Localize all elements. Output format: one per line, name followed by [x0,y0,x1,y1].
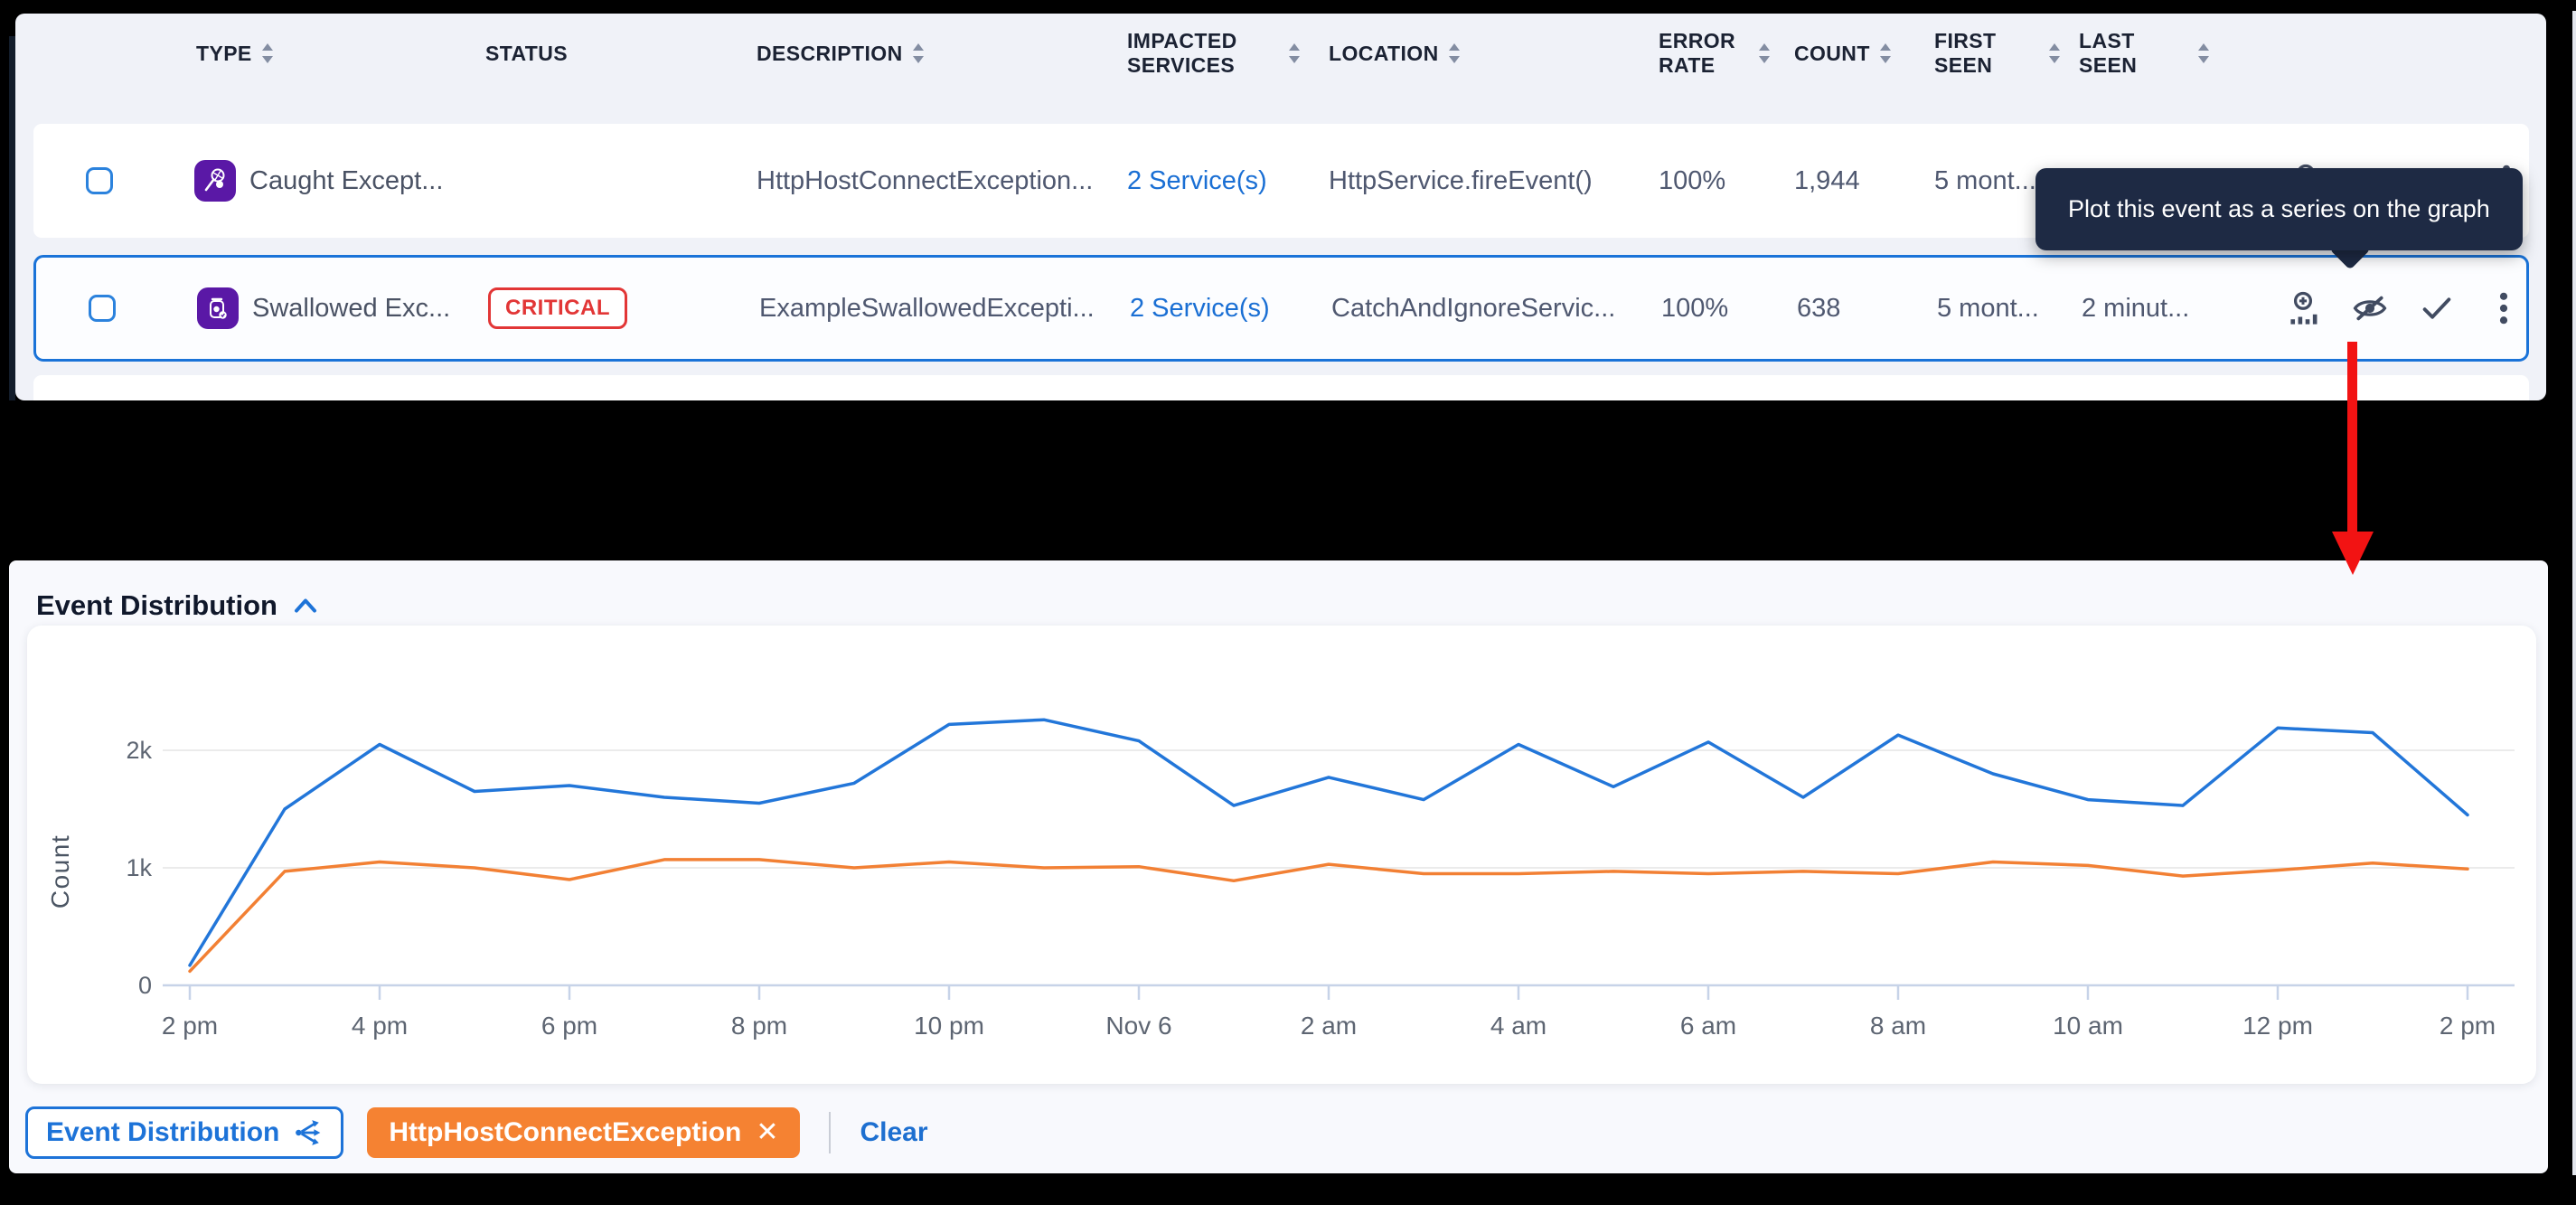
count-cell: 1,944 [1794,165,1860,195]
row-actions [2213,291,2526,325]
fan-out-series-icon [294,1118,323,1147]
column-label: DESCRIPTION [757,41,903,65]
event-distribution-section: Event Distribution 0 1k 2k 2 pm 4 pm 6 pm 8 pm… [9,560,2548,1173]
sort-icon[interactable] [1879,42,1892,64]
svg-text:Nov 6: Nov 6 [1105,1012,1171,1040]
plot-on-graph-icon[interactable] [2286,291,2320,325]
status-cell: CRITICAL [470,287,741,329]
column-header-status[interactable]: STATUS [467,42,738,66]
first-seen-cell: 5 mont... [1934,165,2036,195]
base-series-label: Event Distribution [46,1117,280,1147]
column-label: ERROR RATE [1659,29,1736,77]
svg-text:6 am: 6 am [1680,1012,1736,1040]
column-label: FIRST SEEN [1934,29,1997,77]
svg-text:8 am: 8 am [1870,1012,1926,1040]
type-cell: Caught Except... [178,160,467,202]
svg-text:1k: 1k [126,854,152,881]
svg-text:4 pm: 4 pm [352,1012,408,1040]
row-select-cell [70,167,178,194]
table-row-partial[interactable] [33,375,2529,400]
critical-badge: CRITICAL [488,287,627,329]
impacted-services-link[interactable]: 2 Service(s) [1130,293,1270,323]
chart-legend-row: Event Distribution HttpHostConnectExcept… [25,1106,928,1159]
type-label: Swallowed Exc... [252,293,451,323]
base-series-chip[interactable]: Event Distribution [25,1106,344,1159]
column-label: TYPE [196,41,252,65]
description-cell: HttpHostConnectException... [757,165,1094,195]
row-checkbox[interactable] [86,167,113,194]
hide-eye-off-icon[interactable] [2353,291,2387,325]
last-seen-cell: 2 minut... [2082,293,2190,323]
column-label: COUNT [1794,41,1870,65]
sort-icon[interactable] [1288,42,1301,64]
column-header-first-seen[interactable]: FIRST SEEN [1916,29,2061,78]
column-label: LAST SEEN [2079,29,2138,77]
right-edge-strip [2572,11,2576,1175]
svg-text:8 pm: 8 pm [731,1012,787,1040]
svg-text:10 pm: 10 pm [914,1012,984,1040]
svg-text:Count: Count [46,834,74,908]
column-header-count[interactable]: COUNT [1776,42,1916,66]
svg-text:10 am: 10 am [2053,1012,2123,1040]
column-label: STATUS [485,41,568,65]
svg-text:2k: 2k [126,737,152,764]
left-edge-strip [9,36,15,400]
type-label: Caught Except... [249,165,444,195]
svg-text:2 am: 2 am [1301,1012,1357,1040]
location-cell: HttpService.fireEvent() [1329,165,1593,195]
column-header-error-rate[interactable]: ERROR RATE [1641,29,1776,78]
sort-icon[interactable] [2048,42,2061,64]
svg-text:4 am: 4 am [1490,1012,1547,1040]
swallowed-exception-icon [197,287,239,329]
count-cell: 638 [1797,293,1841,323]
more-kebab-icon[interactable] [2487,291,2521,325]
sort-icon[interactable] [1758,42,1771,64]
annotation-arrow-head [2332,532,2374,575]
chevron-up-icon[interactable] [294,597,317,615]
svg-text:6 pm: 6 pm [541,1012,597,1040]
table-header-row: TYPE STATUS DESCRIPTION IMPACTED SERVICE… [15,14,2546,124]
column-header-type[interactable]: TYPE [178,42,467,66]
series-chip-label: HttpHostConnectException [389,1117,742,1147]
first-seen-cell: 5 mont... [1937,293,2039,323]
description-cell: ExampleSwallowedExcepti... [759,293,1095,323]
table-row-selected[interactable]: Swallowed Exc... CRITICAL ExampleSwallow… [33,255,2529,362]
event-distribution-chart: 0 1k 2k 2 pm 4 pm 6 pm 8 pm 10 pm Nov 6 2 am 4 am 6… [46,718,2515,1040]
svg-text:0: 0 [138,972,152,999]
sort-icon[interactable] [912,42,925,64]
resolve-check-icon[interactable] [2420,291,2454,325]
column-label: LOCATION [1329,41,1439,65]
column-header-last-seen[interactable]: LAST SEEN [2061,29,2210,78]
divider [829,1112,832,1153]
column-header-location[interactable]: LOCATION [1306,42,1641,66]
row-checkbox[interactable] [89,295,116,322]
sort-icon[interactable] [1448,42,1461,64]
svg-text:2 pm: 2 pm [2440,1012,2496,1040]
clear-series-button[interactable]: Clear [860,1117,928,1147]
error-rate-cell: 100% [1661,293,1729,323]
svg-text:12 pm: 12 pm [2242,1012,2313,1040]
sort-icon[interactable] [261,42,274,64]
column-header-description[interactable]: DESCRIPTION [738,42,1118,66]
plot-tooltip: Plot this event as a series on the graph [2035,168,2523,250]
series-chip-httphostconnectexception[interactable]: HttpHostConnectException ✕ [367,1107,801,1158]
column-header-impacted-services[interactable]: IMPACTED SERVICES [1118,29,1306,78]
section-title: Event Distribution [36,589,277,621]
svg-text:2 pm: 2 pm [162,1012,218,1040]
column-label: IMPACTED SERVICES [1127,29,1237,77]
row-select-cell [72,295,181,322]
error-rate-cell: 100% [1659,165,1726,195]
annotation-arrow [2347,342,2357,533]
type-cell: Swallowed Exc... [181,287,470,329]
impacted-services-link[interactable]: 2 Service(s) [1127,165,1267,195]
close-icon[interactable]: ✕ [756,1117,779,1147]
caught-exception-icon [194,160,236,202]
event-distribution-chart-card: 0 1k 2k 2 pm 4 pm 6 pm 8 pm 10 pm Nov 6 2 am 4 am 6… [27,626,2536,1084]
sort-icon[interactable] [2197,42,2210,64]
location-cell: CatchAndIgnoreServic... [1331,293,1616,323]
